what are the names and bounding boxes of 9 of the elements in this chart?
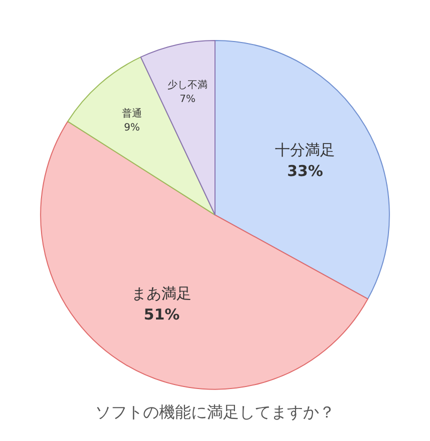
slice-label: 普通 [122,107,142,120]
data-label: 9% [124,122,140,134]
slice-label: 少し不満 [168,78,208,91]
data-label: 33% [287,162,324,180]
text: ソフトの機能に満足してますか？ [95,402,335,422]
data-label: 7% [180,94,196,105]
data-label: 51% [144,305,180,324]
slice-label: まあ満足 [132,284,192,302]
slice-label: 十分満足 [275,141,336,160]
